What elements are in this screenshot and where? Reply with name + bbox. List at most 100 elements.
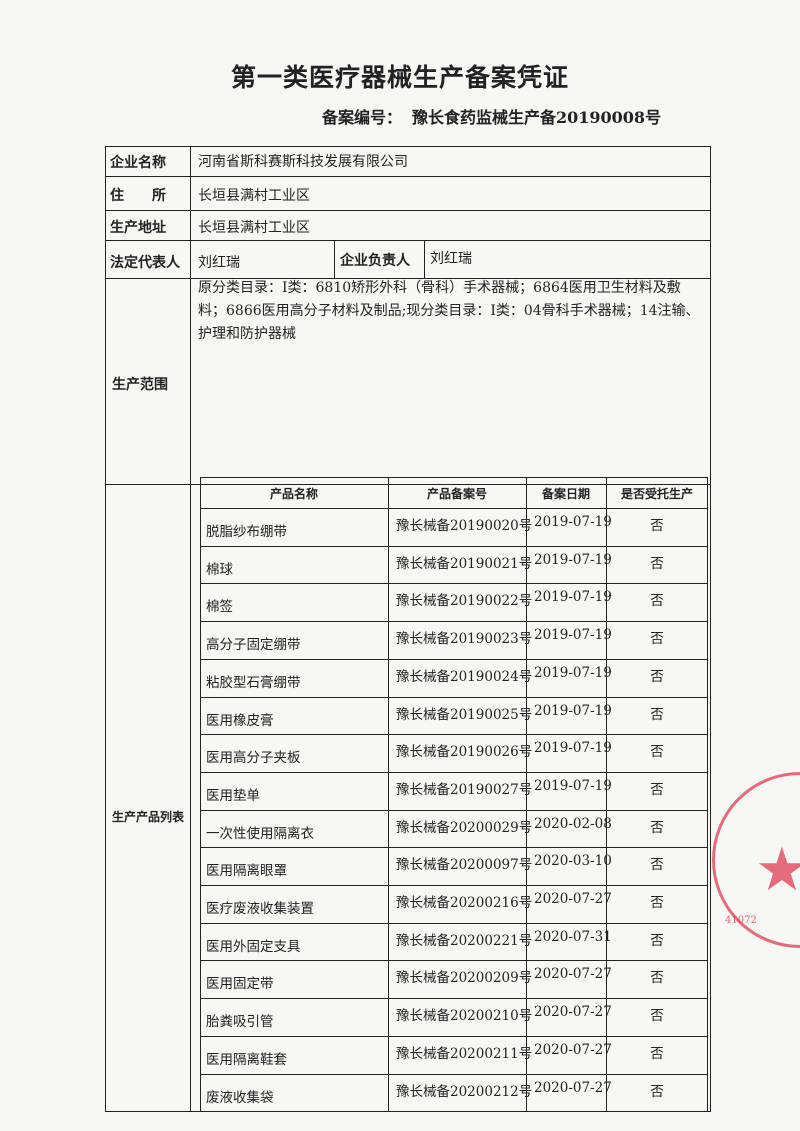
product-name: 医用高分子夹板 [206,750,301,767]
divider [105,176,711,177]
entrusted-flag: 否 [650,593,664,610]
entrusted-flag: 否 [650,819,664,836]
legal-rep: 刘红瑞 [198,255,240,271]
divider [200,1073,708,1075]
divider [105,240,711,241]
record-date: 2019-07-19 [534,551,612,568]
product-record-number: 豫长械备20190026号 [396,744,533,761]
divider [606,477,607,1112]
product-name: 医用隔离眼罩 [206,863,287,880]
entrusted-flag: 否 [650,555,664,572]
product-name: 棉签 [206,599,233,616]
record-date: 2019-07-19 [534,664,612,681]
product-record-number: 豫长械备20200097号 [396,857,533,874]
star-icon: ★ [755,835,800,905]
product-name: 粘胶型石膏绷带 [206,674,301,691]
divider [200,583,708,585]
product-record-number: 豫长械备20200221号 [396,932,533,949]
product-record-number: 豫长械备20200209号 [396,970,533,987]
company-label: 企业名称 [110,155,166,171]
product-record-number: 豫长械备20200212号 [396,1083,533,1100]
divider [105,278,711,279]
record-date: 2019-07-19 [534,740,612,757]
entrusted-flag: 否 [650,744,664,761]
product-name: 医用橡皮膏 [206,712,274,729]
product-name: 胎粪吸引管 [206,1014,274,1031]
entrusted-flag: 否 [650,781,664,798]
divider [200,885,708,886]
entrusted-flag: 否 [650,857,664,874]
record-date: 2019-07-19 [534,777,612,794]
record-number: 豫长食药监械生产备20190008号 [412,108,662,127]
entrusted-flag: 否 [650,631,664,648]
address-label: 住 所 [110,188,166,204]
product-name: 废液收集袋 [206,1089,274,1106]
production-address: 长垣县满村工业区 [198,220,310,236]
record-date: 2019-07-19 [534,589,612,606]
product-name: 一次性使用隔离衣 [206,825,314,842]
entrusted-flag: 否 [650,706,664,723]
divider [200,1035,708,1037]
page-title: 第一类医疗器械生产备案凭证 [230,63,569,92]
divider [200,771,708,773]
column-header: 产品名称 [269,487,318,501]
product-record-number: 豫长械备20200211号 [396,1045,533,1062]
divider [334,240,335,278]
product-name: 棉球 [206,561,233,578]
divider [200,847,708,849]
product-name: 医疗废液收集装置 [206,901,314,917]
entrusted-flag: 否 [650,895,664,911]
divider [105,210,711,211]
product-name: 脱脂纱布绷带 [206,524,287,540]
record-date: 2020-07-27 [534,1004,612,1021]
products-grid [200,477,708,1112]
product-record-number: 豫长械备20190022号 [396,593,533,610]
divider [190,146,191,1112]
entrusted-flag: 否 [650,668,664,685]
record-date: 2020-07-27 [534,966,612,983]
product-record-number: 豫长械备20190023号 [396,631,533,648]
divider [105,484,711,485]
divider [200,809,708,811]
production-scope: 原分类目录：Ⅰ类：6810矫形外科（骨科）手术器械；6864医用卫生材料及敷料；… [198,280,700,342]
record-date: 2020-07-31 [534,928,612,945]
divider [200,960,708,962]
divider [200,922,708,924]
product-record-number: 豫长械备20200210号 [396,1008,533,1025]
product-name: 医用固定带 [206,976,274,993]
product-record-number: 豫长械备20190021号 [396,555,533,572]
entrusted-flag: 否 [650,970,664,987]
product-name: 医用外固定支具 [206,938,301,955]
divider [200,696,708,698]
record-number-label: 备案编号： [322,108,403,127]
entrusted-flag: 否 [650,932,664,949]
entrusted-flag: 否 [650,1083,664,1100]
divider [526,477,527,1112]
product-record-number: 豫长械备20190027号 [396,781,533,798]
record-date: 2020-07-27 [534,1041,612,1058]
divider [200,658,708,660]
divider [388,477,389,1112]
divider [200,734,708,736]
product-record-number: 豫长械备20200216号 [396,895,533,911]
product-name: 医用隔离鞋套 [206,1051,287,1068]
divider [424,240,425,278]
divider [200,998,708,1000]
product-name: 高分子固定绷带 [206,637,301,654]
record-date: 2020-07-27 [534,891,612,907]
products-label: 生产产品列表 [112,810,185,824]
entrusted-flag: 否 [650,518,664,534]
record-date: 2019-07-19 [534,627,612,644]
product-record-number: 豫长械备20190025号 [396,706,533,723]
column-header: 是否受托生产 [620,487,693,501]
production-address-label: 生产地址 [110,220,166,236]
product-record-number: 豫长械备20190020号 [396,518,533,534]
manager: 刘红瑞 [430,251,472,267]
product-record-number: 豫长械备20200029号 [396,819,533,836]
divider [200,621,708,623]
company-name: 河南省斯科赛斯科技发展有限公司 [198,154,408,170]
divider [200,508,708,509]
product-record-number: 豫长械备20190024号 [396,668,533,685]
scope-label: 生产范围 [112,377,168,393]
